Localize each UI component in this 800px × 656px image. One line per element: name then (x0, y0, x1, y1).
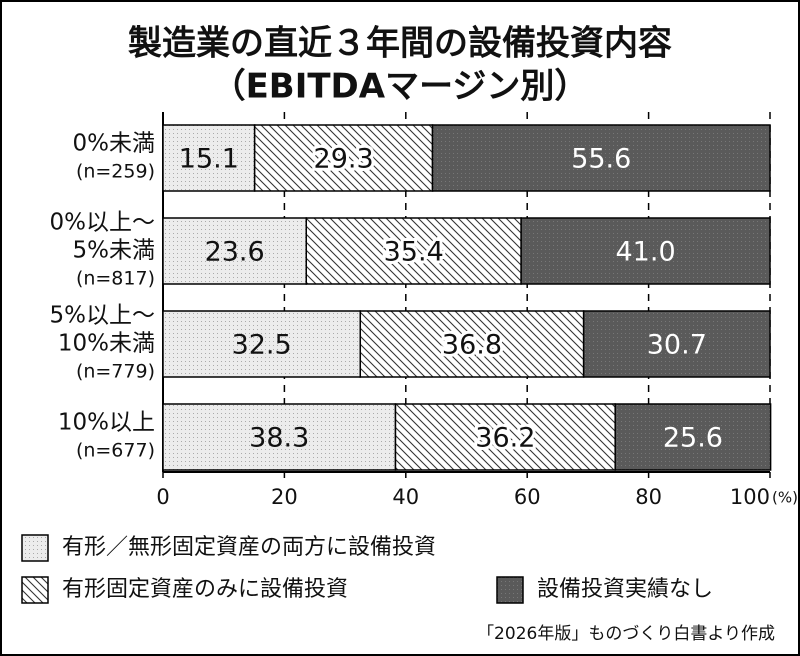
y-tick-label: (n=817) (76, 268, 155, 290)
bar (253, 124, 434, 192)
source: 「2026年版」ものづくり白書より作成 (477, 624, 775, 644)
y-tick-label: 0%未満 (73, 131, 156, 157)
x-tick-label: 40 (392, 485, 419, 509)
bar (394, 403, 616, 471)
legend-label: 設備投資実績なし (537, 577, 713, 602)
value-label: 25.6 (663, 423, 723, 454)
chart-subtitle: （EBITDAマージン別） (212, 67, 589, 107)
bar (520, 217, 771, 285)
bar (162, 310, 362, 378)
y-tick-label: (n=779) (76, 361, 155, 383)
y-tick-label: 0%以上～ (50, 210, 156, 236)
legend-swatch (21, 534, 49, 562)
value-label: 38.3 (249, 423, 309, 454)
value-label: 35.4 (384, 237, 444, 268)
x-unit: (%) (772, 489, 798, 507)
value-label: 30.7 (647, 330, 707, 361)
x-tick-label: 100 (730, 485, 770, 509)
x-tick-label: 20 (271, 485, 298, 509)
bar (162, 403, 397, 471)
y-tick-label: 10%未満 (58, 331, 155, 357)
y-tick-label: 10%以上 (58, 410, 155, 436)
bar (162, 124, 256, 192)
bar (305, 217, 522, 285)
value-label: 36.8 (442, 330, 502, 361)
value-label: 29.3 (314, 144, 374, 175)
value-label: 36.2 (475, 423, 535, 454)
value-label: 41.0 (616, 237, 676, 268)
bar (614, 403, 772, 471)
y-tick-label: (n=677) (76, 440, 155, 462)
x-tick-label: 0 (156, 485, 169, 509)
bar (431, 124, 771, 192)
bar (162, 217, 308, 285)
y-tick-label: (n=259) (76, 161, 155, 183)
x-tick-label: 60 (514, 485, 541, 509)
chart-title: 製造業の直近３年間の設備投資内容 (128, 24, 672, 64)
legend-swatch (21, 576, 49, 604)
legend-label: 有形／無形固定資産の両方に設備投資 (62, 535, 436, 560)
x-tick-label: 80 (635, 485, 662, 509)
bar (359, 310, 585, 378)
value-label: 32.5 (232, 330, 292, 361)
legend-swatch (496, 576, 524, 604)
legend-label: 有形固定資産のみに設備投資 (62, 577, 348, 602)
value-label: 23.6 (205, 237, 265, 268)
value-label: 55.6 (571, 144, 631, 175)
y-tick-label: 5%以上～ (50, 303, 156, 329)
y-tick-label: 5%未満 (73, 238, 156, 264)
bar (582, 310, 771, 378)
value-label: 15.1 (179, 144, 239, 175)
